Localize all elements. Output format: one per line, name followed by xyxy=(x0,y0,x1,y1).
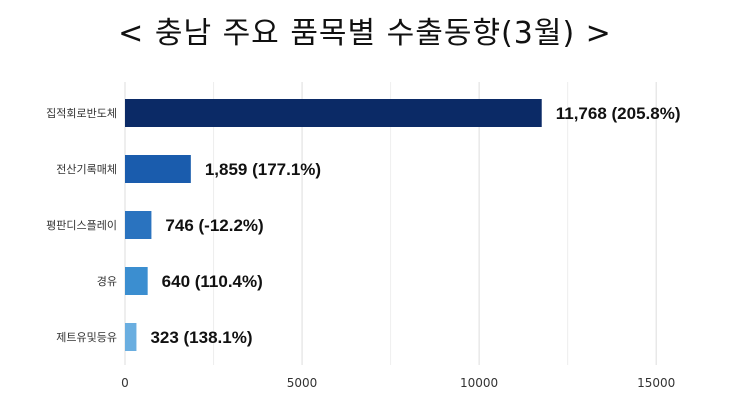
bar xyxy=(125,323,137,351)
data-label: 323 (138.1%) xyxy=(150,328,252,347)
category-label: 전산기록매체 xyxy=(56,163,117,176)
category-label: 평판디스플레이 xyxy=(46,219,117,232)
bar xyxy=(125,99,542,127)
x-tick-label: 10000 xyxy=(460,376,498,390)
bar xyxy=(125,155,191,183)
x-tick-label: 5000 xyxy=(287,376,318,390)
x-tick-label: 0 xyxy=(121,376,129,390)
data-label: 640 (110.4%) xyxy=(162,272,263,291)
category-label: 제트유및등유 xyxy=(56,331,117,344)
x-axis-ticks: 0 5000 10000 15000 xyxy=(121,376,675,390)
bar xyxy=(125,267,148,295)
data-labels: 11,768 (205.8%) 1,859 (177.1%) 746 (-12.2%… xyxy=(150,104,680,347)
x-tick-label: 15000 xyxy=(637,376,675,390)
grid-lines xyxy=(124,82,657,365)
data-label: 746 (-12.2%) xyxy=(165,216,263,235)
bar xyxy=(125,211,152,239)
category-label: 경유 xyxy=(97,275,117,288)
data-label: 1,859 (177.1%) xyxy=(205,160,321,179)
data-label: 11,768 (205.8%) xyxy=(556,104,681,123)
chart-title: < 충남 주요 품목별 수출동향(3월) > xyxy=(118,16,612,51)
category-label: 집적회로반도체 xyxy=(46,107,117,120)
bars xyxy=(125,99,542,351)
